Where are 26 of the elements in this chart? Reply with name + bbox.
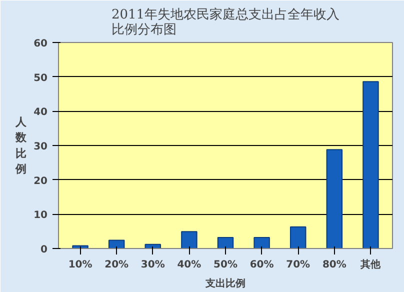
x-axis-title: 支出比例 xyxy=(204,278,246,290)
x-tick-label: 10% xyxy=(68,260,92,270)
bar xyxy=(108,240,125,248)
bar xyxy=(181,231,198,248)
bar xyxy=(254,237,270,248)
bar xyxy=(362,81,379,248)
bar xyxy=(326,149,343,248)
x-tick-label: 60% xyxy=(250,260,274,270)
y-tick-label: 40 xyxy=(34,107,48,118)
x-tick-label: 80% xyxy=(322,260,346,270)
bar xyxy=(217,237,234,248)
x-tick-label: 30% xyxy=(140,260,165,270)
y-axis-title: 人数比例 xyxy=(14,116,28,176)
y-tick-label: 50 xyxy=(34,72,48,84)
x-tick-label: 其他 xyxy=(360,258,382,270)
y-tick-label: 20 xyxy=(34,176,48,187)
bar xyxy=(290,226,306,248)
y-tick-label: 10 xyxy=(34,210,48,222)
x-tick-label: 20% xyxy=(104,260,129,270)
chart-title: 2011年失地农民家庭总支出占全年收入比例分布图 xyxy=(111,6,340,38)
y-tick-label: 30 xyxy=(34,142,48,152)
x-tick-label: 50% xyxy=(214,260,238,270)
x-tick-label: 40% xyxy=(177,260,202,270)
y-tick-label: 0 xyxy=(40,244,48,256)
x-tick-label: 70% xyxy=(286,260,310,270)
y-tick-label: 60 xyxy=(34,38,48,50)
